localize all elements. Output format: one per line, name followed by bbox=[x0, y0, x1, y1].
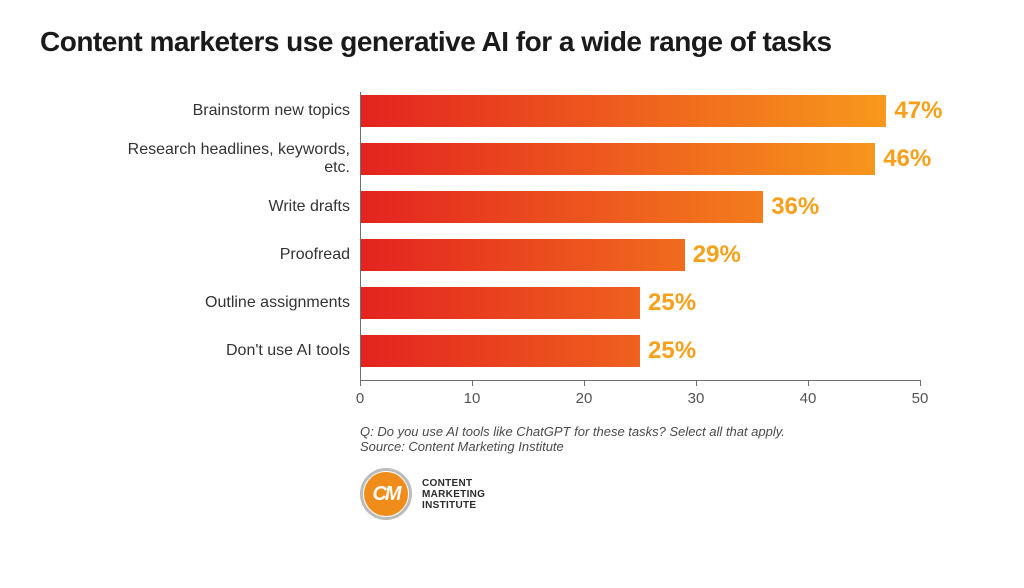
bar-plot-cell: 47% bbox=[360, 92, 920, 130]
bar-plot-cell: 25% bbox=[360, 332, 920, 370]
logo-line-3: INSTITUTE bbox=[422, 500, 485, 511]
bar bbox=[360, 239, 685, 271]
value-label: 25% bbox=[648, 289, 696, 317]
bar-row: Research headlines, keywords, etc.46% bbox=[100, 140, 984, 178]
x-tick-label: 50 bbox=[912, 390, 929, 407]
x-tick-mark bbox=[584, 380, 585, 386]
cmi-logo-icon: CM bbox=[360, 468, 412, 520]
survey-question: Q: Do you use AI tools like ChatGPT for … bbox=[360, 424, 984, 439]
value-label: 36% bbox=[771, 193, 819, 221]
x-tick-mark bbox=[472, 380, 473, 386]
x-tick-label: 40 bbox=[800, 390, 817, 407]
x-tick-label: 20 bbox=[576, 390, 593, 407]
logo-line-2: MARKETING bbox=[422, 489, 485, 500]
data-source: Source: Content Marketing Institute bbox=[360, 439, 984, 454]
logo-line-1: CONTENT bbox=[422, 478, 485, 489]
bar-plot-cell: 29% bbox=[360, 236, 920, 274]
value-label: 29% bbox=[693, 241, 741, 269]
value-label: 46% bbox=[883, 145, 931, 173]
bar bbox=[360, 95, 886, 127]
bar bbox=[360, 143, 875, 175]
category-label: Don't use AI tools bbox=[100, 342, 360, 360]
cmi-logo-glyph: CM bbox=[364, 472, 408, 516]
bar bbox=[360, 335, 640, 367]
brand-logo-block: CM CONTENT MARKETING INSTITUTE bbox=[360, 468, 984, 520]
category-label: Write drafts bbox=[100, 198, 360, 216]
x-tick-mark bbox=[808, 380, 809, 386]
bar-plot-cell: 36% bbox=[360, 188, 920, 226]
x-axis: 01020304050 bbox=[360, 380, 920, 416]
bar-plot-cell: 46% bbox=[360, 140, 920, 178]
bar-row: Write drafts 36% bbox=[100, 188, 984, 226]
x-tick-label: 0 bbox=[356, 390, 364, 407]
x-tick-label: 10 bbox=[464, 390, 481, 407]
category-label: Proofread bbox=[100, 246, 360, 264]
category-label: Research headlines, keywords, etc. bbox=[100, 141, 360, 177]
value-label: 25% bbox=[648, 337, 696, 365]
bar-row: Brainstorm new topics47% bbox=[100, 92, 984, 130]
bar bbox=[360, 287, 640, 319]
x-tick-mark bbox=[696, 380, 697, 386]
bar bbox=[360, 191, 763, 223]
bar-plot-cell: 25% bbox=[360, 284, 920, 322]
bar-row: Outline assignments 25% bbox=[100, 284, 984, 322]
chart-footer: Q: Do you use AI tools like ChatGPT for … bbox=[360, 424, 984, 520]
category-label: Outline assignments bbox=[100, 294, 360, 312]
x-tick-mark bbox=[360, 380, 361, 386]
chart-title: Content marketers use generative AI for … bbox=[40, 26, 984, 58]
bar-chart: Brainstorm new topics47%Research headlin… bbox=[100, 92, 984, 416]
cmi-logo-text: CONTENT MARKETING INSTITUTE bbox=[422, 478, 485, 511]
bar-row: Don't use AI tools 25% bbox=[100, 332, 984, 370]
x-tick-mark bbox=[920, 380, 921, 386]
category-label: Brainstorm new topics bbox=[100, 102, 360, 120]
y-axis-line bbox=[360, 92, 361, 380]
value-label: 47% bbox=[894, 97, 942, 125]
bar-row: Proofread 29% bbox=[100, 236, 984, 274]
x-axis-line bbox=[360, 380, 920, 381]
x-tick-label: 30 bbox=[688, 390, 705, 407]
